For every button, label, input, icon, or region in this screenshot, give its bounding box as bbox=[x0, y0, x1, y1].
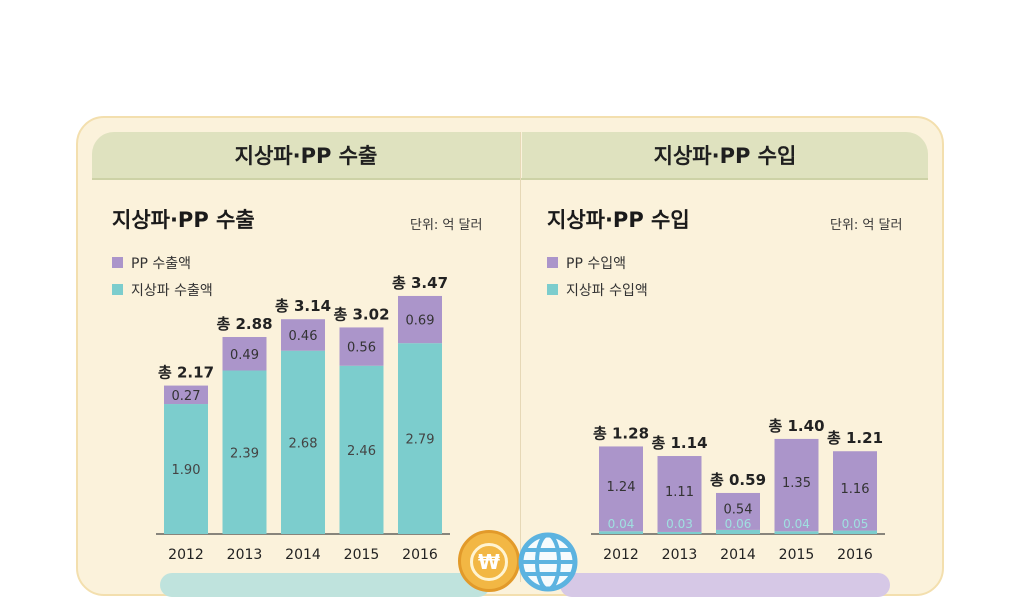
export-chart-title: 지상파·PP 수출 bbox=[112, 208, 255, 232]
x-tick-label: 2013 bbox=[662, 547, 698, 563]
bar-pp bbox=[222, 337, 267, 371]
legend-swatch-pp bbox=[547, 257, 558, 268]
export-unit-label: 단위: 억 달러 bbox=[410, 218, 483, 233]
bar-pp bbox=[339, 327, 384, 366]
bottom-band-left bbox=[160, 573, 490, 597]
data-label-pp: 0.27 bbox=[172, 389, 201, 404]
total-label: 총 1.40 bbox=[768, 417, 824, 435]
tab-export-header: 지상파·PP 수출 bbox=[92, 132, 520, 178]
tab-import-header: 지상파·PP 수입 bbox=[522, 132, 928, 178]
bar-terrestrial bbox=[599, 531, 643, 534]
data-label-terrestrial: 2.46 bbox=[347, 444, 376, 459]
data-label-pp: 0.54 bbox=[724, 502, 753, 517]
bar-pp bbox=[716, 492, 760, 530]
won-coin-icon: ₩ bbox=[458, 530, 520, 592]
x-tick-label: 2015 bbox=[779, 547, 815, 563]
data-label-terrestrial: 2.39 bbox=[230, 446, 259, 461]
data-label-pp: 0.69 bbox=[406, 314, 435, 329]
legend-item: 지상파 수입액 bbox=[547, 276, 648, 303]
import-legend: PP 수입액 지상파 수입액 bbox=[547, 249, 648, 303]
bar-terrestrial bbox=[774, 531, 819, 534]
bar-terrestrial bbox=[164, 404, 208, 534]
data-label-terrestrial: 0.04 bbox=[608, 517, 635, 531]
import-unit-label: 단위: 억 달러 bbox=[830, 218, 903, 233]
data-label-pp: 1.24 bbox=[607, 480, 636, 495]
bar-charts: 1.90 0.27 총 2.17 2012 2.39 0.49 총 2.88 2013 2.68… bbox=[156, 274, 885, 563]
tab-import-label: 지상파·PP 수입 bbox=[653, 144, 797, 168]
header-underline bbox=[92, 178, 928, 180]
tab-export-label: 지상파·PP 수출 bbox=[234, 144, 378, 168]
bar-terrestrial bbox=[716, 529, 760, 534]
x-tick-label: 2012 bbox=[603, 547, 639, 563]
x-tick-label: 2014 bbox=[285, 547, 321, 563]
data-label-pp: 1.11 bbox=[665, 485, 694, 500]
legend-item: PP 수입액 bbox=[547, 249, 648, 276]
data-label-pp: 0.46 bbox=[289, 329, 318, 344]
import-chart-title: 지상파·PP 수입 bbox=[547, 208, 690, 232]
data-label-pp: 0.56 bbox=[347, 341, 376, 356]
bar-terrestrial bbox=[657, 531, 702, 534]
data-label-terrestrial: 0.03 bbox=[666, 517, 693, 531]
x-tick-label: 2015 bbox=[344, 547, 380, 563]
panel-divider bbox=[520, 132, 521, 582]
total-label: 총 0.59 bbox=[710, 471, 766, 489]
bar-terrestrial bbox=[222, 370, 267, 534]
bar-pp bbox=[281, 319, 325, 351]
data-label-pp: 0.49 bbox=[230, 348, 259, 363]
legend-label: 지상파 수입액 bbox=[566, 282, 648, 299]
bar-pp bbox=[833, 451, 877, 531]
legend-label: PP 수입액 bbox=[566, 255, 626, 272]
total-label: 총 3.14 bbox=[275, 297, 331, 315]
bar-terrestrial bbox=[339, 365, 384, 534]
total-label: 총 1.21 bbox=[827, 429, 883, 447]
x-tick-label: 2016 bbox=[402, 547, 438, 563]
legend-item: 지상파 수출액 bbox=[112, 276, 213, 303]
legend-label: PP 수출액 bbox=[131, 255, 191, 272]
globe-icon bbox=[518, 532, 578, 592]
x-tick-label: 2016 bbox=[837, 547, 873, 563]
bottom-band-right bbox=[560, 573, 890, 597]
legend-item: PP 수출액 bbox=[112, 249, 213, 276]
data-label-terrestrial: 2.68 bbox=[289, 436, 318, 451]
total-label: 총 1.14 bbox=[651, 434, 707, 452]
total-label: 총 3.47 bbox=[392, 274, 448, 292]
bar-pp bbox=[398, 295, 442, 344]
export-legend: PP 수출액 지상파 수출액 bbox=[112, 249, 213, 303]
x-tick-label: 2014 bbox=[720, 547, 756, 563]
data-label-terrestrial: 0.06 bbox=[725, 517, 752, 531]
data-label-pp: 1.16 bbox=[841, 482, 870, 497]
data-label-terrestrial: 0.04 bbox=[783, 517, 810, 531]
bar-terrestrial bbox=[833, 530, 877, 534]
data-label-terrestrial: 0.05 bbox=[842, 517, 869, 531]
total-label: 총 2.88 bbox=[216, 315, 272, 333]
legend-label: 지상파 수출액 bbox=[131, 282, 213, 299]
total-label: 총 2.17 bbox=[158, 364, 214, 382]
data-label-terrestrial: 2.79 bbox=[406, 433, 435, 448]
total-label: 총 3.02 bbox=[333, 305, 389, 323]
bar-terrestrial bbox=[398, 343, 442, 534]
data-label-pp: 1.35 bbox=[782, 476, 811, 491]
legend-swatch-terrestrial bbox=[547, 284, 558, 295]
legend-swatch-pp bbox=[112, 257, 123, 268]
total-label: 총 1.28 bbox=[593, 424, 649, 442]
legend-swatch-terrestrial bbox=[112, 284, 123, 295]
bar-pp bbox=[657, 456, 702, 532]
x-tick-label: 2013 bbox=[227, 547, 263, 563]
bar-terrestrial bbox=[281, 350, 325, 534]
bar-pp bbox=[774, 438, 819, 532]
x-tick-label: 2012 bbox=[168, 547, 204, 563]
bar-pp bbox=[599, 446, 643, 532]
bar-pp bbox=[164, 385, 208, 405]
data-label-terrestrial: 1.90 bbox=[172, 463, 201, 478]
